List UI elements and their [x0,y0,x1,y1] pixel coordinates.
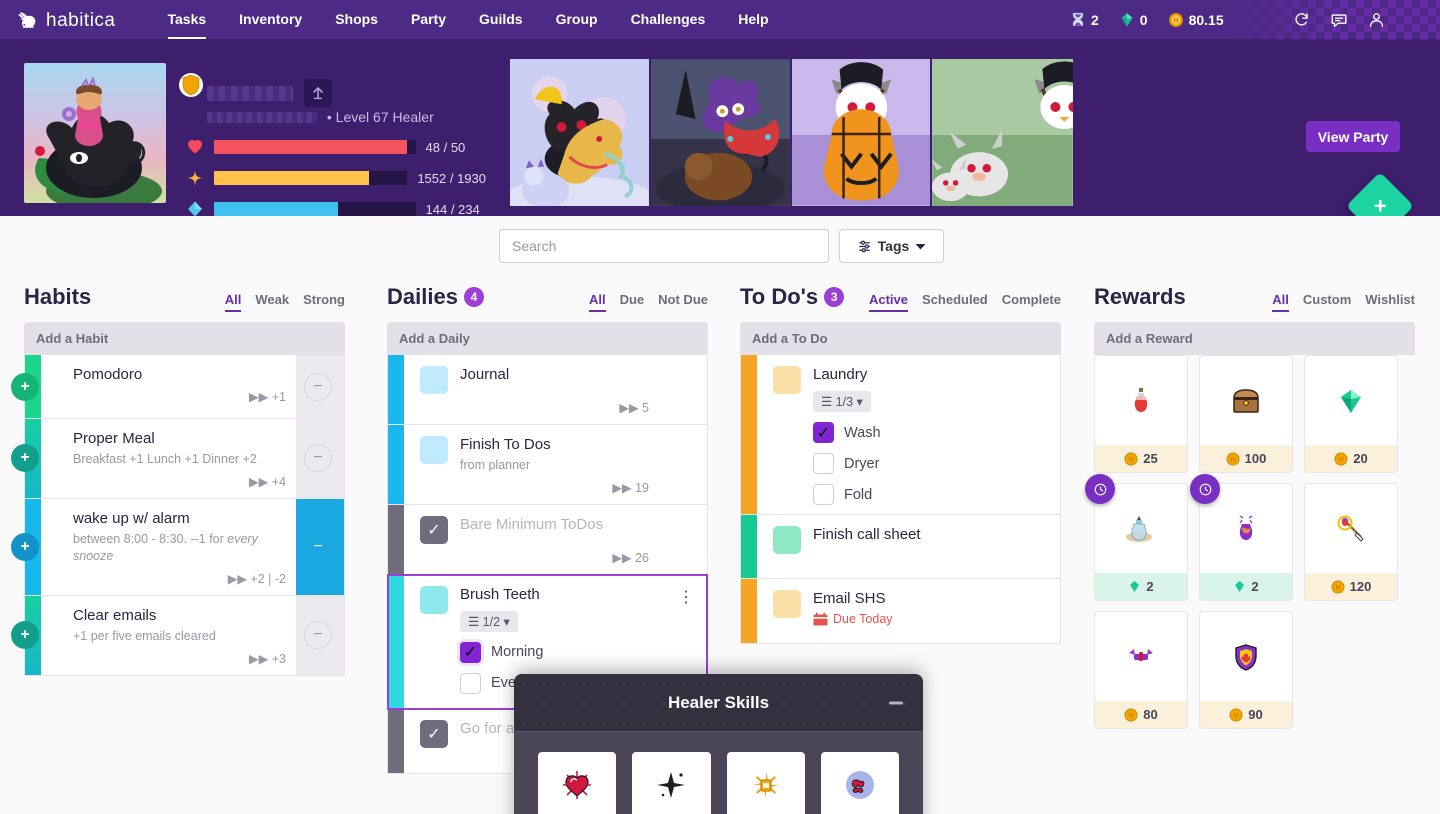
svg-text:H: H [1234,712,1238,719]
svg-text:H: H [1129,456,1133,463]
svg-text:H: H [1173,18,1177,24]
svg-text:H: H [1339,456,1343,463]
svg-text:H: H [1335,584,1339,591]
svg-text:H: H [1230,456,1234,463]
svg-text:H: H [1129,712,1133,719]
